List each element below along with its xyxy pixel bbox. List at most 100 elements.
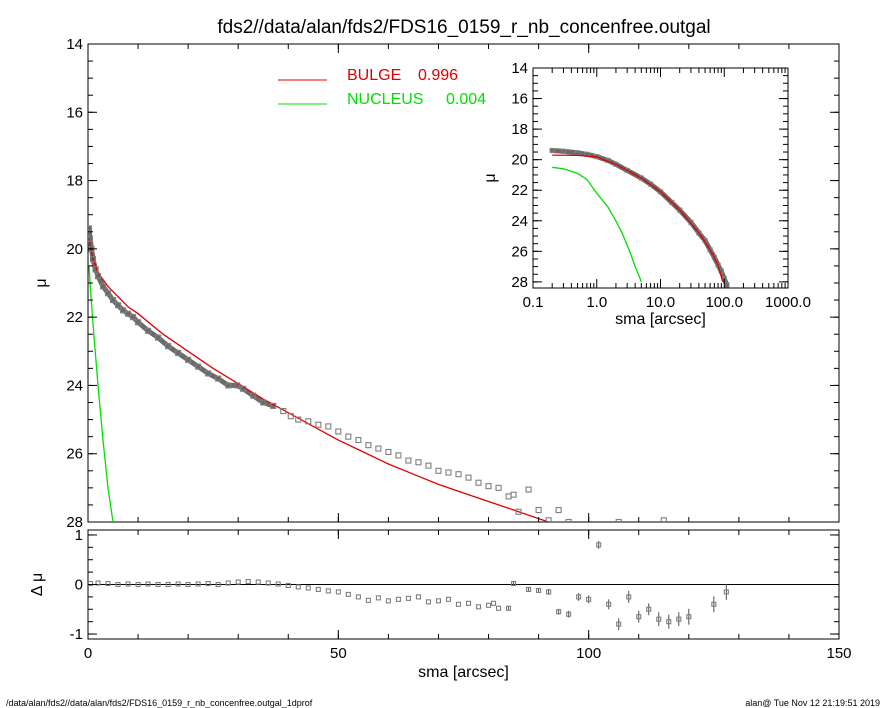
data-point [707,247,713,253]
data-point [165,343,172,350]
y-axis-label: Δ μ [29,573,46,596]
data-point [560,148,566,154]
series-line-bulge [88,238,564,522]
data-point [626,594,632,600]
profile-band [88,225,276,409]
data-point [616,621,622,627]
data-point [724,282,730,288]
y-axis-label: μ [33,278,50,287]
data-point [535,506,542,514]
data-point [155,581,161,588]
data-point [490,600,497,606]
data-point [165,581,171,588]
y-tick-label: -1 [70,626,83,643]
data-point [305,418,312,425]
data-point [275,581,281,587]
data-point [280,407,287,415]
data-point [225,382,232,389]
data-point [375,595,381,601]
data-point [295,416,302,423]
data-point [89,256,97,263]
data-point [646,606,652,612]
data-point [586,596,592,602]
legend-value-bulge: 0.996 [418,67,458,84]
data-point [711,254,717,260]
data-point [425,599,432,605]
x-tick-label: 1000.0 [765,294,811,311]
data-point [723,589,729,595]
data-point [549,147,555,154]
y-tick-label: 22 [511,182,528,199]
data-point [99,283,107,290]
data-point [515,508,522,515]
data-point [506,605,512,611]
data-point [395,452,402,459]
data-point [526,586,532,593]
data-point [145,327,152,334]
data-point [125,581,131,587]
data-point [495,484,502,491]
data-point [435,467,442,474]
data-point [345,591,351,597]
data-point [711,601,717,607]
data-point [260,399,267,406]
y-tick-label: 26 [66,446,83,463]
profile-band-group [88,225,276,409]
data-point [135,581,141,588]
data-point [385,448,392,456]
data-point [88,580,94,587]
data-point [656,616,662,622]
x-tick-label: 150 [826,645,851,662]
y-tick-label: 24 [511,213,528,230]
y-tick-label: 18 [511,121,528,138]
data-point [175,581,181,587]
data-point [565,518,572,522]
data-point [606,601,612,607]
data-point [335,428,342,435]
x-tick-label: 0.1 [523,294,544,311]
data-point [175,349,182,357]
data-point [636,614,642,620]
data-point [235,579,241,585]
inset-background [533,68,788,288]
x-axis-label: sma [arcsec] [615,311,706,328]
data-point [624,167,630,173]
data-point [555,506,562,514]
data-point [109,297,117,304]
data-point [195,581,201,587]
series-line-nucleus [88,265,114,522]
series-line-nucleus [552,166,642,283]
main-panel: 14 16 18 20 22 24 26 28 μ [33,36,840,531]
plot-area [88,225,667,522]
data-point [536,587,542,593]
y-tick-label: 20 [66,241,83,258]
data-point [195,363,202,370]
data-point [405,457,412,464]
data-point [638,175,644,181]
data-point [205,370,212,377]
data-point [545,517,552,522]
data-point [385,598,391,604]
data-point [576,594,582,600]
data-point [525,486,532,493]
data-point [677,207,683,213]
data-point [475,604,482,610]
data-point [315,421,322,428]
legend-value-nucleus: 0.004 [446,91,486,108]
data-point [666,619,672,625]
footer-left: /data/alan/fds2//data/alan/fds2/FDS16_01… [6,698,313,708]
data-point [245,578,251,585]
data-point [119,307,127,314]
y-tick-label: 28 [511,274,528,291]
data-point [185,356,192,363]
x-tick-label: 1.0 [586,294,607,311]
data-point [265,580,271,586]
data-point [613,161,619,167]
data-point [205,580,211,587]
data-point [511,580,517,587]
legend-label-bulge: BULGE [347,67,401,84]
data-point [95,580,101,586]
data-point [660,517,667,522]
data-point [510,491,517,498]
data-point [405,595,411,601]
